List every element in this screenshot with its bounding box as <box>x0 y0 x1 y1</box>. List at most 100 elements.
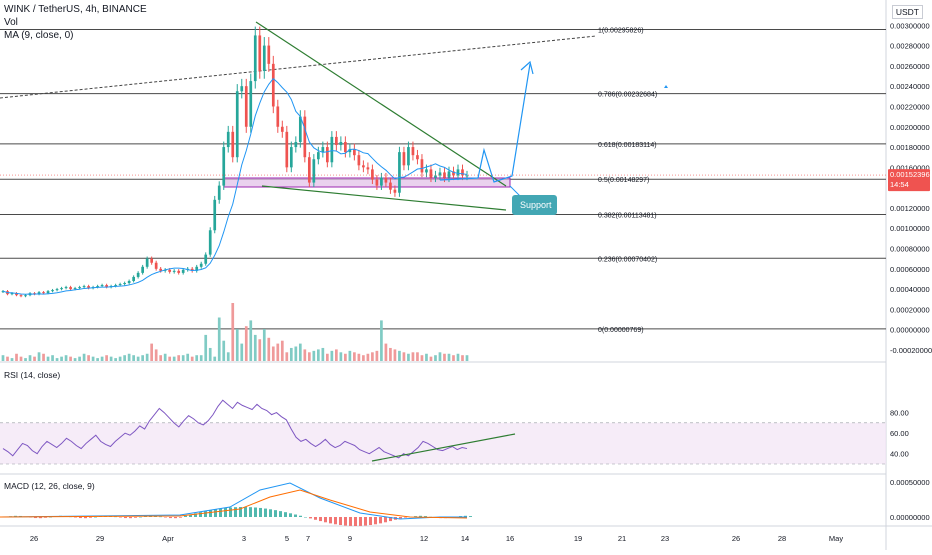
volume-bar <box>357 353 361 361</box>
volume-bar <box>172 356 176 361</box>
volume-bar <box>303 349 307 361</box>
volume-bar <box>222 340 226 361</box>
candle-body <box>168 269 172 272</box>
candle-body <box>96 286 99 288</box>
x-tick-label: 23 <box>661 534 669 543</box>
volume-bar <box>240 343 244 361</box>
ma-line <box>2 77 468 295</box>
x-tick-label: 9 <box>348 534 352 543</box>
volume-bar <box>447 353 451 361</box>
currency-badge[interactable]: USDT <box>891 5 923 19</box>
macd-histogram-bar <box>384 517 387 523</box>
y-tick-label: 0.00260000 <box>890 62 930 71</box>
candle-body <box>249 81 253 127</box>
candle-body <box>339 141 343 146</box>
macd-histogram-bar <box>349 517 352 526</box>
volume-bar <box>402 352 406 361</box>
macd-histogram-bar <box>74 517 77 518</box>
volume-bar <box>425 353 428 361</box>
y-tick-label: 0.00300000 <box>890 21 930 30</box>
fib-level-label: 1(0.00295826) <box>598 28 644 35</box>
macd-histogram-bar <box>329 517 332 524</box>
x-tick-label: 3 <box>242 534 246 543</box>
candle-body <box>307 157 311 183</box>
volume-bar <box>434 355 437 361</box>
macd-histogram-bar <box>399 517 402 519</box>
volume-bar <box>231 303 235 361</box>
fib-level-label: 0.236(0.00070402) <box>598 256 657 263</box>
candle-body <box>240 86 244 92</box>
candle-body <box>298 116 302 142</box>
y-tick-label: 0.00200000 <box>890 123 930 132</box>
volume-bar <box>15 353 18 361</box>
macd-histogram-bar <box>134 517 137 518</box>
volume-bar <box>159 355 163 361</box>
x-tick-label: 19 <box>574 534 582 543</box>
candle-body <box>366 167 370 170</box>
rsi-legend: RSI (14, close) <box>4 370 61 380</box>
volume-bar <box>28 355 32 361</box>
volume-bar <box>262 329 266 361</box>
x-tick-label: 26 <box>30 534 38 543</box>
volume-bar <box>132 355 135 361</box>
volume-bar <box>298 343 302 361</box>
macd-histogram-bar <box>89 517 92 518</box>
volume-bar <box>51 355 54 361</box>
candle-body <box>452 171 455 176</box>
y-tick-label: 0.00080000 <box>890 245 930 254</box>
volume-bar <box>289 347 293 361</box>
macd-histogram-bar <box>224 507 227 517</box>
volume-bar <box>37 352 41 361</box>
support-callout-box <box>512 195 557 215</box>
volume-bar <box>407 353 410 361</box>
volume-legend: Vol <box>4 17 18 28</box>
candle-body <box>123 283 126 285</box>
volume-bar <box>82 353 86 361</box>
macd-histogram-bar <box>334 517 337 525</box>
macd-histogram-bar <box>194 513 197 517</box>
candle-body <box>416 155 419 160</box>
candle-body <box>204 254 208 264</box>
candle-body <box>145 258 149 267</box>
macd-histogram-bar <box>239 507 242 517</box>
x-tick-label: May <box>829 534 843 543</box>
volume-bar <box>420 355 424 361</box>
candle-body <box>456 169 460 176</box>
candle-body <box>253 35 257 82</box>
y-tick-label: -0.00020000 <box>890 346 932 355</box>
candle-body <box>267 45 271 64</box>
candle-body <box>46 291 50 294</box>
volume-bar <box>393 349 397 361</box>
macd-histogram-bar <box>309 517 312 519</box>
volume-bar <box>154 349 158 361</box>
candle-body <box>271 63 275 107</box>
candle-body <box>420 159 424 173</box>
volume-bar <box>217 317 221 361</box>
y-tick-label: 0.00180000 <box>890 143 930 152</box>
macd-histogram-bar <box>419 515 422 517</box>
candle-body <box>434 175 437 178</box>
macd-histogram-bar <box>424 516 427 517</box>
volume-bar <box>325 353 329 361</box>
macd-histogram-bar <box>369 517 372 526</box>
candle-body <box>87 286 90 289</box>
volume-bar <box>235 329 239 361</box>
y-tick-label: 0.00280000 <box>890 42 930 51</box>
candle-body <box>371 169 374 180</box>
candle-body <box>73 288 77 290</box>
rsi-tick-label: 60.00 <box>890 429 909 438</box>
macd-histogram-bar <box>44 517 47 518</box>
candle-body <box>51 290 54 292</box>
candle-body <box>154 262 158 269</box>
volume-bar <box>190 356 194 361</box>
macd-tick-label: 0.00000000 <box>890 513 930 522</box>
volume-bar <box>127 353 131 361</box>
volume-bar <box>312 350 316 361</box>
macd-histogram-bar <box>159 516 162 518</box>
volume-bar <box>199 355 203 361</box>
candle-body <box>217 185 221 200</box>
macd-histogram-bar <box>414 516 417 517</box>
volume-bar <box>253 334 257 361</box>
